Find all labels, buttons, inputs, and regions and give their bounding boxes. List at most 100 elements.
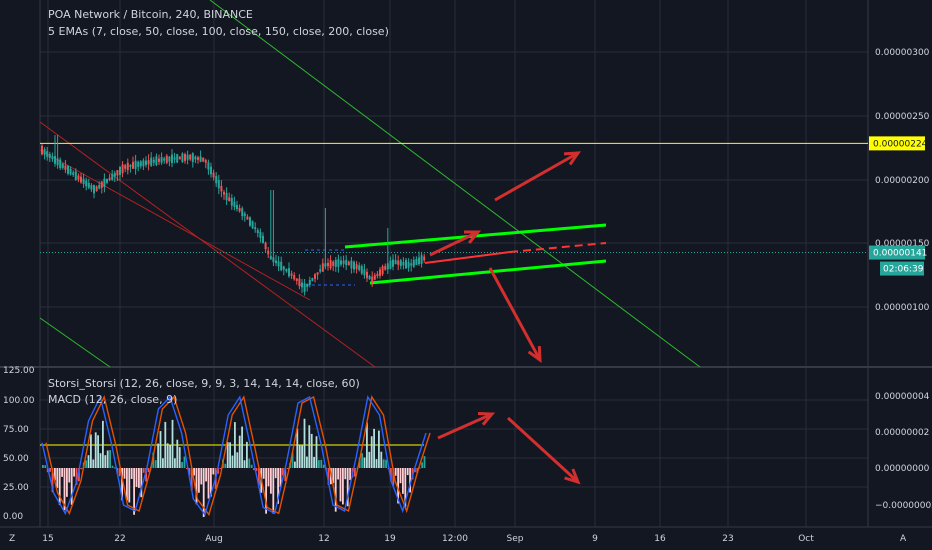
macd-histogram-bar xyxy=(92,459,95,468)
candle-body xyxy=(295,278,298,281)
macd-histogram-bar xyxy=(178,447,181,468)
candle-body xyxy=(371,276,374,284)
candle-body xyxy=(228,197,231,202)
candle-body xyxy=(67,165,69,174)
badges: 0.00000224 0.00000141 02:06:39 xyxy=(869,136,928,276)
macd-histogram-bar xyxy=(409,468,411,493)
candle-body xyxy=(173,157,176,160)
macd-histogram-bar xyxy=(73,468,75,477)
macd-histogram-bar xyxy=(399,468,402,484)
candle-body xyxy=(132,161,134,169)
candle-body xyxy=(381,266,384,275)
macd-histogram-bar xyxy=(111,465,114,468)
candle-body xyxy=(129,164,132,168)
macd-histogram-bar xyxy=(87,455,90,468)
macd-histogram-bar xyxy=(133,468,135,515)
macd-histogram-bar xyxy=(344,468,347,480)
price-tick-label: 0.00000250 xyxy=(875,112,930,122)
macd-histogram-bar xyxy=(106,450,109,468)
candle-body xyxy=(373,275,376,280)
macd-histogram-bar xyxy=(140,468,143,498)
macd-tick-label: 0.00000004 xyxy=(875,392,930,402)
candle-body xyxy=(72,172,75,175)
candle-body xyxy=(80,176,82,183)
macd-histogram-bar xyxy=(51,468,54,493)
candle-body xyxy=(282,266,285,270)
candle-body xyxy=(165,155,168,163)
arrows xyxy=(429,151,582,485)
candle-body xyxy=(225,193,228,201)
stoch-tick-label: 100.00 xyxy=(3,396,35,406)
candle-body xyxy=(184,154,186,161)
up-arrow-upper-shaft xyxy=(494,151,579,202)
candle-body xyxy=(56,158,59,166)
candle-body xyxy=(303,283,306,292)
macd-histogram-bar xyxy=(198,468,200,493)
candle-body xyxy=(288,268,290,277)
candle-body xyxy=(384,266,387,270)
time-tick-label: 19 xyxy=(384,534,396,544)
macd-histogram-bar xyxy=(380,451,383,468)
candle-body xyxy=(363,269,366,276)
time-tick-label: 12:00 xyxy=(442,534,468,544)
red-channel-line xyxy=(39,149,311,301)
macd-histogram-bar xyxy=(219,468,222,469)
candle-body xyxy=(334,260,337,267)
candle-body xyxy=(103,178,106,187)
macd-histogram-bar xyxy=(128,468,131,503)
candle-body xyxy=(64,165,67,170)
candle-body xyxy=(269,255,272,260)
stoch-d-line xyxy=(45,394,431,517)
candle-body xyxy=(259,232,262,238)
candle-body xyxy=(210,166,212,175)
candle-body xyxy=(397,260,400,265)
candle-body xyxy=(98,185,101,189)
macd-histogram-bar xyxy=(56,468,59,488)
macd-histogram-bar xyxy=(270,468,272,494)
macd-histogram-bar xyxy=(306,456,308,468)
candle-body xyxy=(150,157,153,166)
macd-histogram-bar xyxy=(394,468,397,476)
macd-histogram-bar xyxy=(361,453,363,468)
macd-histogram-bar xyxy=(159,431,162,468)
macd-histogram-bar xyxy=(70,468,73,505)
candle-body xyxy=(394,260,397,265)
candle-body xyxy=(108,177,111,180)
candle-body xyxy=(186,154,189,160)
candle-body xyxy=(353,261,355,270)
macd-histogram-bar xyxy=(279,468,282,488)
macd-histogram-bar xyxy=(186,468,188,469)
candle-body xyxy=(340,260,342,265)
candle-body xyxy=(171,154,173,164)
macd-histogram-bar xyxy=(267,468,270,487)
candle-body xyxy=(85,180,88,187)
macd-histogram-bar xyxy=(181,462,183,468)
macd-histogram-bar xyxy=(61,468,63,477)
macd-histogram-bar xyxy=(248,458,251,468)
macd-histogram-bar xyxy=(171,419,174,468)
macd-histogram-bar xyxy=(224,463,227,468)
candle-body xyxy=(262,235,264,244)
macd-histogram-bar xyxy=(406,468,409,476)
candle-body xyxy=(48,154,51,158)
candle-body xyxy=(100,181,103,188)
candle-body xyxy=(311,278,314,281)
stoch-tick-label: 25.00 xyxy=(3,483,29,493)
channel-bottom-line xyxy=(369,259,607,285)
macd-histogram-bar xyxy=(370,436,373,468)
macd-histogram-bar xyxy=(145,468,147,482)
macd-legend: MACD (12, 26, close, 9) xyxy=(48,393,178,406)
macd-histogram-bar xyxy=(142,468,145,473)
candle-body xyxy=(246,216,249,220)
macd-histogram-bar xyxy=(282,468,284,476)
candle-body xyxy=(199,156,202,162)
macd-histogram-bar xyxy=(298,445,301,468)
macd-histogram-bar xyxy=(169,445,171,468)
candle-body xyxy=(298,278,301,287)
macd-histogram-bar xyxy=(301,445,303,468)
long-downtrend-green-line xyxy=(209,0,701,368)
candle-body xyxy=(415,259,418,265)
candle-body xyxy=(342,260,345,264)
macd-histogram-bar xyxy=(85,460,87,468)
